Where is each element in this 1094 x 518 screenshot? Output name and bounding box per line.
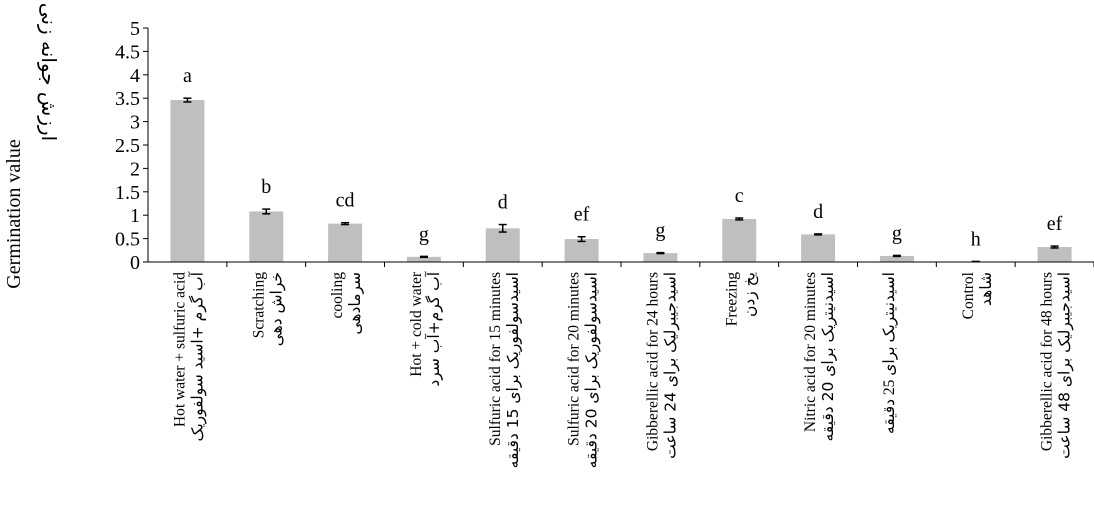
y-tick-label: 1.5 (115, 182, 140, 204)
category-label: Sulfuric acid for 15 minutesاسیدسولفوریک… (487, 272, 522, 468)
category-label: Sulfuric acid for 20 minutesاسیدسولفوریک… (566, 272, 601, 468)
category-label-fa: اسیدسولفوریک برای 15 دقیقه (504, 272, 522, 468)
category-label: Nitric acid for 20 minutes اسیدنیتریک برا… (802, 272, 837, 442)
bar (1037, 247, 1072, 262)
significance-letter: cd (336, 190, 355, 212)
y-axis-label-fa: ارزش جوانه زنی (37, 3, 61, 141)
category-label: Control شاهد (960, 272, 995, 319)
bar (485, 228, 520, 262)
category-label-en: Gibberellic acid for 48 hours (1039, 272, 1056, 451)
category-label-en: Sulfuric acid for 15 minutes (487, 272, 504, 446)
category-label-fa: سرمادهی (346, 272, 364, 335)
y-tick-label: 3 (130, 112, 140, 134)
bar (879, 255, 914, 262)
category-label-en: cooling (329, 272, 346, 319)
significance-letter: g (419, 223, 429, 245)
significance-letter: ef (1047, 213, 1063, 235)
significance-letter: a (183, 65, 192, 87)
category-label-en: اسیدنیتریک برای 25 دقیقه (881, 272, 898, 434)
significance-letter: c (735, 185, 744, 207)
category-label-fa: آب گرم +اسید سولفوریک (187, 271, 206, 441)
bar (170, 100, 205, 263)
y-tick-label: 2 (130, 158, 140, 180)
y-axis-label: Germination value (3, 139, 25, 289)
y-tick-label: 0 (130, 252, 140, 274)
category-label: Hot + cold water آب گرم+آب سرد (408, 271, 443, 386)
category-label-en: Hot water + sulfuric acid (171, 272, 188, 427)
y-tick-label: 5 (130, 18, 140, 40)
y-tick-label: 0.5 (115, 229, 140, 251)
bar (564, 239, 599, 262)
y-tick-label: 4 (130, 65, 140, 87)
significance-letter: h (971, 229, 981, 251)
category-label-fa: اسیدجیبرلیک برای 48 ساعت (1056, 272, 1074, 459)
significance-letter: d (498, 192, 508, 214)
category-label: Hot water + sulfuric acid آب گرم +اسید سو… (171, 271, 206, 441)
category-label-en: Sulfuric acid for 20 minutes (566, 272, 583, 446)
category-label-fa: خراش دهی (267, 272, 285, 346)
significance-letter: b (261, 176, 271, 198)
category-label-fa: اسیدسولفوریک برای 20 دقیقه (583, 272, 601, 468)
y-tick-label: 2.5 (115, 135, 140, 157)
bar (328, 223, 363, 262)
significance-letter: g (655, 220, 665, 242)
y-axis: 00.511.522.533.544.55 (115, 18, 149, 274)
significance-letter: g (892, 222, 902, 244)
significance-letter: ef (574, 204, 590, 226)
category-label-en: Freezing (723, 272, 740, 326)
bar (249, 211, 284, 262)
y-tick-label: 4.5 (115, 41, 140, 63)
category-label-en: Nitric acid for 20 minutes (802, 272, 819, 432)
bar (722, 218, 757, 262)
category-label-fa: اسیدجیبرلیک برای 24 ساعت (661, 272, 679, 459)
bar (801, 234, 836, 262)
category-label-en: Scratching (250, 272, 267, 339)
x-axis: Hot water + sulfuric acid آب گرم +اسید سو… (148, 261, 1094, 468)
category-label: Freezing یخ زدن (723, 272, 759, 326)
category-label-en: Gibberellic acid for 24 hours (644, 272, 661, 451)
category-label-fa: شاهد (977, 272, 995, 306)
category-label-fa: اسیدنیتریک برای 20 دقیقه (819, 272, 837, 442)
significance-letter: d (813, 201, 823, 223)
category-label-en: Control (960, 272, 977, 319)
category-label-en: Hot + cold water (408, 271, 425, 377)
category-label: Gibberellic acid for 48 hours اسیدجیبرلیک… (1039, 272, 1074, 459)
category-label-fa: آب گرم+آب سرد (424, 271, 443, 386)
category-label: Scratching خراش دهی (250, 272, 285, 347)
bar (406, 256, 441, 262)
category-label: cooling سرمادهی (329, 272, 364, 335)
category-label-fa: یخ زدن (740, 272, 759, 317)
y-tick-label: 1 (130, 205, 140, 227)
category-label: اسیدنیتریک برای 25 دقیقه (881, 272, 898, 434)
bar (643, 253, 678, 262)
category-label: Gibberellic acid for 24 hours اسیدجیبرلیک… (644, 272, 679, 459)
y-tick-label: 3.5 (115, 88, 140, 110)
